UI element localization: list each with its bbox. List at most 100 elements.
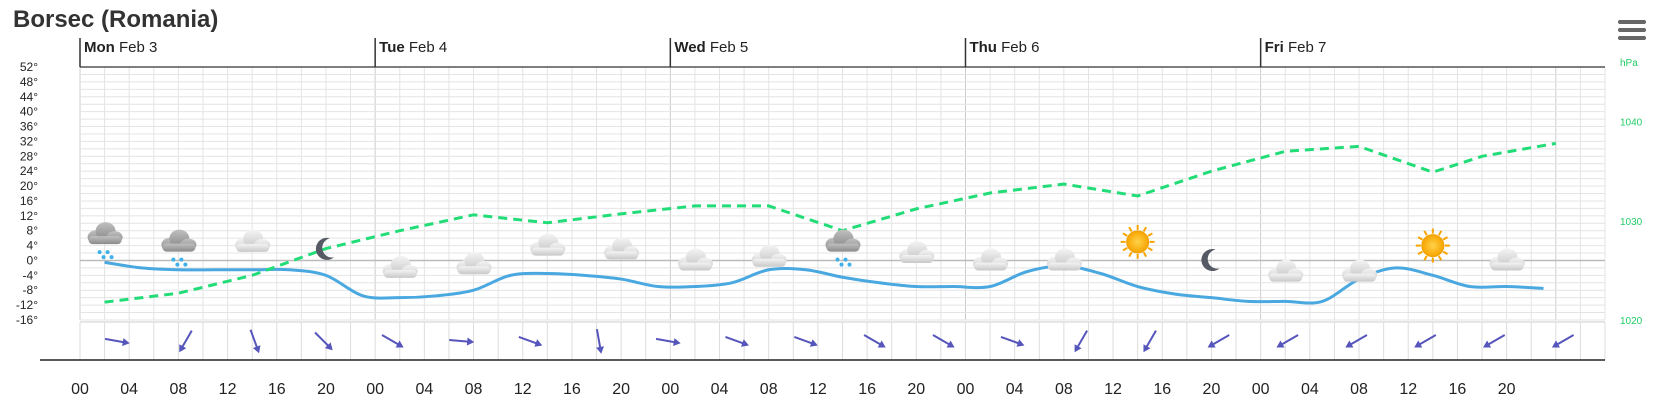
snowflake — [843, 257, 848, 262]
sun-ray — [1423, 255, 1428, 261]
cloud-base — [605, 251, 639, 260]
y-axis-right-tick-label: 1040 — [1620, 118, 1643, 129]
cloud-icon — [382, 255, 418, 278]
y-axis-tick-label: 40° — [20, 105, 38, 119]
y-axis-unit-label: hPa — [1620, 58, 1638, 69]
day-label: Mon Feb 3 — [84, 39, 157, 56]
hour-tick-label: 04 — [120, 381, 138, 398]
cloud-base — [752, 258, 786, 267]
sun-icon — [1415, 228, 1450, 263]
y-axis-tick-label: 52° — [20, 60, 38, 74]
hamburger-menu-icon[interactable] — [1618, 20, 1646, 44]
sun-ray — [1417, 236, 1423, 241]
hour-tick-label: 00 — [71, 381, 89, 398]
cloud-shape — [973, 248, 1009, 271]
wind-arrow-head — [1016, 339, 1025, 347]
page-title: Borsec (Romania) — [13, 6, 219, 33]
y-axis-tick-label: -12° — [16, 298, 38, 312]
wind-arrow-icon — [1345, 334, 1368, 348]
snowflake — [109, 255, 114, 260]
temperature-line — [104, 260, 1544, 305]
y-axis-tick-label: 32° — [20, 134, 38, 148]
cloud-base — [236, 243, 270, 252]
wind-arrow-head — [946, 340, 955, 348]
wind-arrow-icon — [381, 334, 404, 348]
hour-tick-label: 04 — [1301, 381, 1319, 398]
wind-arrow-icon — [1276, 334, 1299, 348]
wind-arrow-icon — [314, 331, 333, 351]
sun-ray — [1423, 230, 1428, 236]
cloud-icon — [751, 244, 787, 267]
hour-tick-label: 08 — [1350, 381, 1368, 398]
hour-tick-label: 00 — [957, 381, 975, 398]
day-label: Wed Feb 5 — [674, 39, 748, 56]
y-axis-tick-label: 44° — [20, 90, 38, 104]
sun-ray — [1442, 250, 1449, 255]
cloud-base — [900, 255, 934, 264]
cloud-shape — [87, 222, 123, 245]
wind-arrow-icon — [655, 337, 681, 346]
cloud-base — [162, 243, 196, 252]
wind-arrow-icon — [1074, 330, 1088, 353]
wind-arrow-head — [673, 338, 681, 346]
wind-arrow-head — [1276, 340, 1285, 348]
sun-ray — [1142, 251, 1148, 258]
cloud-base — [1047, 262, 1081, 271]
hour-tick-label: 20 — [612, 381, 630, 398]
sun-ray — [1147, 232, 1153, 237]
cloud-shape — [899, 241, 935, 264]
cloud-base — [457, 266, 491, 275]
cloud-shape — [604, 237, 640, 260]
day-label: Tue Feb 4 — [379, 39, 447, 56]
cloud-base — [1490, 262, 1524, 271]
snow-cloud-icon — [87, 222, 123, 260]
y-axis-tick-label: 20° — [20, 179, 38, 193]
snowflake — [179, 257, 184, 262]
hour-tick-label: 04 — [415, 381, 433, 398]
hour-tick-label: 08 — [169, 381, 187, 398]
wind-arrow-icon — [932, 334, 955, 348]
sun-ray — [1437, 230, 1443, 236]
cloud-icon — [899, 241, 935, 264]
hour-tick-label: 20 — [907, 381, 925, 398]
hour-tick-label: 16 — [1449, 381, 1467, 398]
moon-icon — [315, 237, 334, 260]
sun-ray — [1142, 226, 1148, 232]
wind-arrow-head — [877, 340, 886, 348]
wind-arrow-icon — [595, 329, 604, 354]
wind-arrow-head — [741, 339, 749, 347]
cloud-shape — [1342, 259, 1378, 282]
y-axis-tick-label: 8° — [27, 224, 39, 238]
y-axis-tick-label: 16° — [20, 194, 38, 208]
cloud-shape — [161, 229, 197, 252]
cloud-shape — [677, 248, 713, 271]
snowflake — [171, 257, 176, 262]
sun-disc — [1421, 234, 1445, 258]
wind-arrow-icon — [1551, 334, 1575, 348]
cloud-icon — [1268, 259, 1304, 282]
wind-arrow-icon — [518, 335, 543, 347]
cloud-shape — [751, 244, 787, 267]
hour-tick-label: 16 — [1153, 381, 1171, 398]
y-axis-tick-label: 0° — [27, 253, 39, 267]
hour-tick-label: 16 — [268, 381, 286, 398]
hour-tick-label: 08 — [760, 381, 778, 398]
hour-tick-label: 12 — [1104, 381, 1122, 398]
snowflake — [183, 262, 188, 267]
wind-arrow-head — [1143, 344, 1151, 353]
cloud-icon — [1046, 248, 1082, 271]
wind-arrow-head — [252, 345, 261, 354]
y-axis-tick-label: -16° — [16, 313, 38, 327]
hour-tick-label: 00 — [661, 381, 679, 398]
wind-arrow-head — [1345, 340, 1354, 348]
cloud-base — [974, 262, 1008, 271]
wind-arrow-icon — [179, 330, 193, 353]
cloud-icon — [973, 248, 1009, 271]
wind-arrow-head — [1074, 344, 1082, 353]
hour-tick-label: 04 — [711, 381, 729, 398]
y-axis-tick-label: 4° — [27, 239, 39, 253]
sun-icon — [1120, 224, 1155, 259]
cloud-base — [88, 236, 122, 245]
wind-arrow-icon — [1000, 335, 1025, 347]
